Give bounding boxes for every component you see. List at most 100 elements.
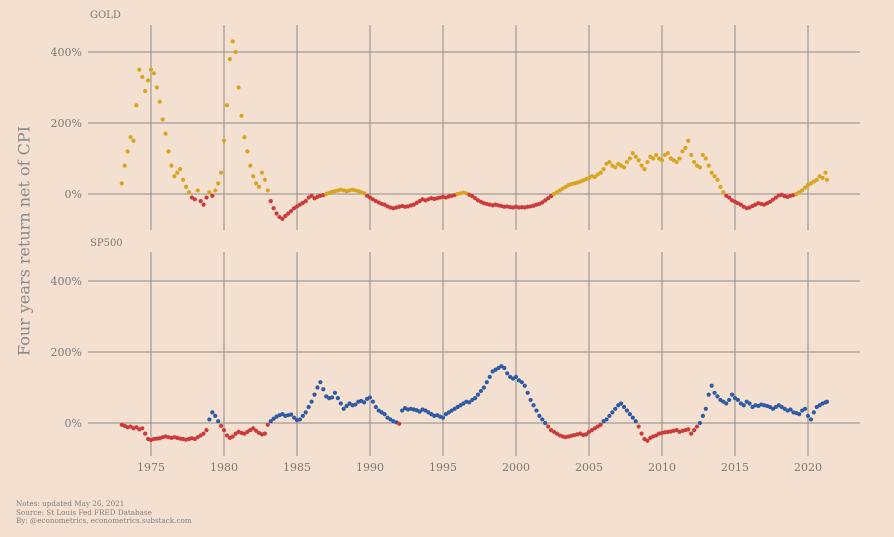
sp500-point <box>505 371 510 376</box>
gold-point <box>627 156 632 161</box>
gold-point <box>157 99 162 104</box>
gold-point <box>598 170 603 175</box>
gold-point <box>548 194 554 199</box>
gold-point <box>659 158 665 163</box>
gold-point <box>601 167 606 172</box>
sp500-point <box>802 406 808 411</box>
gold-point <box>254 181 259 186</box>
gold-ytick-label: 200% <box>51 117 82 130</box>
gold-point <box>236 85 241 90</box>
gold-point <box>265 188 270 193</box>
gold-point <box>286 211 291 216</box>
gold-point <box>181 177 186 182</box>
xtick-label: 2015 <box>721 461 749 474</box>
gold-point <box>621 165 627 170</box>
gold-point <box>125 149 130 154</box>
gold-point <box>718 184 723 189</box>
sp500-point <box>811 410 816 415</box>
sp500-point <box>221 428 227 433</box>
gold-point <box>210 193 215 198</box>
xtick-label: 1995 <box>429 461 457 474</box>
sp500-point <box>610 410 615 415</box>
gold-point <box>169 163 174 168</box>
sp500-point <box>692 428 697 433</box>
gold-point <box>546 196 551 201</box>
sp500-point <box>417 409 422 414</box>
sp500-point <box>546 424 551 429</box>
gold-point <box>233 49 238 55</box>
gold-point <box>271 206 276 211</box>
gold-point <box>642 167 647 172</box>
sp500-point <box>729 392 735 397</box>
sp500-point <box>303 410 308 415</box>
gold-point <box>268 199 273 204</box>
sp500-point <box>624 408 630 413</box>
gold-point <box>256 184 262 189</box>
sp500-point <box>598 422 603 427</box>
sp500-point <box>373 404 378 410</box>
gold-point <box>630 151 635 156</box>
sp500-point <box>481 385 486 390</box>
gold-point <box>721 190 726 195</box>
sp500-point <box>400 408 405 413</box>
gold-point <box>738 202 743 207</box>
gold-point <box>204 195 209 200</box>
gold-point <box>770 197 776 202</box>
sp500-point <box>613 406 618 411</box>
sp500-point <box>300 413 305 418</box>
sp500-ytick-label: 200% <box>51 346 82 359</box>
sp500-point <box>621 404 627 410</box>
sp500-point <box>213 413 218 418</box>
xtick-label: 2020 <box>794 461 822 474</box>
sp500-point <box>467 400 472 405</box>
gold-point <box>624 159 630 165</box>
xtick-label: 2005 <box>575 461 603 474</box>
gold-ytick-label: 0% <box>65 188 82 201</box>
gold-point <box>221 138 227 143</box>
gold-point <box>680 149 685 154</box>
sp500-point <box>604 417 609 422</box>
gold-point <box>163 131 168 136</box>
gold-point <box>122 163 127 168</box>
sp500-point <box>318 380 323 385</box>
xtick-label: 2000 <box>502 461 530 474</box>
sp500-point <box>724 401 729 406</box>
sp500-point <box>134 425 139 430</box>
gold-point <box>651 156 656 161</box>
sp500-point <box>487 374 492 379</box>
gold-point <box>207 190 212 195</box>
sp500-point <box>824 399 830 404</box>
gold-point <box>131 138 136 143</box>
gold-point <box>140 74 145 79</box>
gold-point <box>773 195 778 200</box>
gold-point <box>154 85 159 90</box>
xtick-label: 2010 <box>648 461 676 474</box>
sp500-point <box>703 406 708 411</box>
sp500-point <box>540 417 545 422</box>
sp500-point <box>689 431 694 436</box>
sp500-point <box>534 408 539 413</box>
gold-point <box>674 159 679 165</box>
sp500-point <box>630 415 635 420</box>
gold-point <box>592 174 597 180</box>
sp500-point <box>289 412 294 417</box>
sp500-point <box>636 424 641 429</box>
sp500-point <box>309 399 314 404</box>
sp500-point <box>204 428 209 433</box>
sp500-point <box>216 419 221 424</box>
gold-point <box>540 200 545 205</box>
gold-point <box>178 167 183 172</box>
gold-point <box>802 185 808 190</box>
sp500-point <box>262 431 267 436</box>
gold-point <box>683 145 688 150</box>
sp500-point <box>741 403 746 408</box>
gold-point <box>700 152 705 158</box>
sp500-panel-title: SP500 <box>90 238 123 249</box>
sp500-point <box>254 428 259 433</box>
gold-point <box>151 71 157 76</box>
gold-point <box>128 135 133 140</box>
sp500-point <box>484 380 489 385</box>
gold-point <box>186 190 192 195</box>
sp500-point <box>519 380 524 385</box>
sp500-point <box>297 417 303 422</box>
